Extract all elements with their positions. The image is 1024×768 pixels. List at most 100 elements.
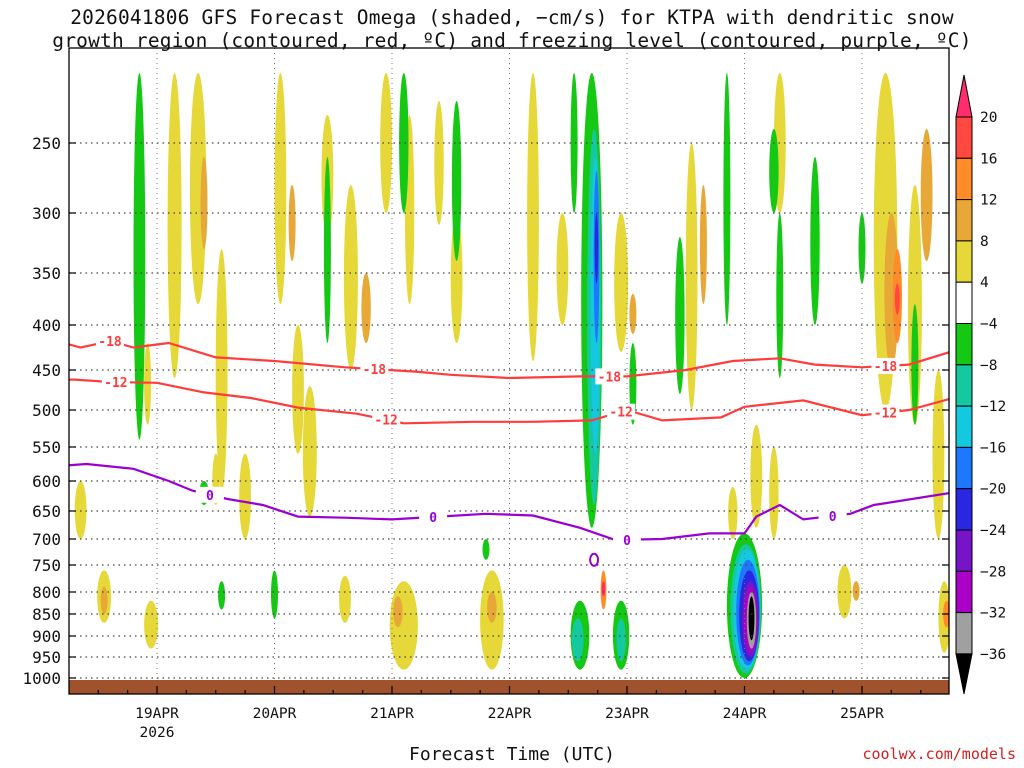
contour-label: 0 bbox=[429, 511, 437, 526]
omega-cell bbox=[144, 600, 159, 649]
contour-label-bg bbox=[101, 374, 130, 391]
omega-cell bbox=[614, 213, 629, 352]
colorbar-label: 20 bbox=[980, 110, 997, 126]
y-tick-label: 300 bbox=[32, 204, 61, 223]
colorbar-segment bbox=[955, 446, 973, 490]
y-tick-label: 250 bbox=[32, 134, 61, 153]
y-tick-label: 1000 bbox=[22, 669, 61, 688]
colorbar-label: 16 bbox=[980, 151, 997, 167]
omega-cell bbox=[239, 453, 252, 539]
y-tick-label: 800 bbox=[32, 583, 61, 602]
contour-label-bg bbox=[613, 531, 641, 548]
colorbar-segment bbox=[955, 405, 973, 448]
x-tick-label: 24APR bbox=[723, 706, 767, 722]
colorbar-segment bbox=[955, 570, 973, 614]
colorbar-label: −32 bbox=[980, 606, 1006, 622]
colorbar-segment bbox=[955, 157, 973, 201]
omega-cell bbox=[215, 249, 228, 493]
contour-label-bg bbox=[419, 508, 448, 525]
omega-cell bbox=[748, 596, 755, 641]
colorbar-label: −36 bbox=[980, 647, 1006, 663]
contour-0 bbox=[69, 462, 949, 542]
omega-cell bbox=[556, 213, 569, 325]
omega-cell bbox=[723, 73, 731, 325]
y-tick-label: 700 bbox=[32, 530, 61, 549]
contour-label-bg bbox=[607, 403, 636, 420]
contour-label: -18 bbox=[874, 360, 898, 375]
contour-label-bg bbox=[871, 357, 900, 374]
omega-cell bbox=[932, 370, 945, 539]
y-tick-label: 900 bbox=[32, 627, 61, 646]
omega-cell bbox=[699, 185, 707, 305]
omega-cell bbox=[594, 213, 599, 284]
chart-title: 2026041806 GFS Forecast Omega (shaded, −… bbox=[0, 6, 1024, 52]
contour-label: -12 bbox=[874, 407, 897, 422]
x-tick-label: 19APR bbox=[135, 706, 179, 722]
omega-cell bbox=[852, 581, 860, 601]
omega-cell bbox=[482, 539, 490, 560]
colorbar-segment bbox=[955, 240, 973, 283]
x-tick-label: 21APR bbox=[370, 706, 414, 722]
y-tick-label: 500 bbox=[32, 401, 61, 420]
colorbar-arrow-bottom bbox=[955, 653, 973, 694]
title-line-1: 2026041806 GFS Forecast Omega (shaded, −… bbox=[70, 6, 954, 29]
contour-label: -12 bbox=[374, 414, 397, 429]
y-tick-label: 750 bbox=[32, 556, 61, 575]
omega-cell bbox=[810, 157, 820, 325]
colorbar-arrow-top bbox=[955, 74, 973, 118]
x-tick-label: 23APR bbox=[605, 706, 649, 722]
x-axis: 19APR 20APR 21APR 22APR 23APR 24APR 25APR 2026 bbox=[97, 686, 922, 741]
omega-cell bbox=[616, 618, 626, 662]
contour-label: -12 bbox=[104, 376, 127, 391]
colorbar-label: −8 bbox=[980, 358, 997, 374]
x-tick-label: 25APR bbox=[840, 706, 884, 722]
omega-cell bbox=[527, 73, 539, 361]
omega-cell bbox=[451, 101, 462, 261]
omega-cell bbox=[144, 343, 152, 425]
contour-0-closed bbox=[589, 552, 600, 567]
omega-shading bbox=[74, 72, 949, 678]
omega-cell bbox=[339, 575, 351, 623]
title-line-2: growth region (contoured, red, ºC) and f… bbox=[52, 29, 972, 52]
colorbar-label: 8 bbox=[980, 234, 989, 250]
omega-cell bbox=[750, 424, 763, 528]
colorbar-label: −4 bbox=[980, 317, 998, 333]
y-tick-label: 400 bbox=[32, 316, 61, 335]
contour-label-bg bbox=[372, 411, 401, 428]
colorbar-segment bbox=[955, 364, 973, 407]
omega-cell bbox=[292, 325, 304, 454]
omega-cell bbox=[601, 581, 606, 597]
omega-cell bbox=[837, 565, 852, 619]
contour-label: 0 bbox=[623, 534, 631, 549]
omega-cell bbox=[274, 73, 287, 305]
y-tick-label: 600 bbox=[32, 472, 61, 491]
colorbar-segment bbox=[955, 116, 973, 159]
omega-cell bbox=[389, 581, 418, 670]
contour-label-bg bbox=[595, 368, 624, 385]
omega-cell bbox=[894, 283, 900, 315]
contour-layer: -18 -18 -18 -18 -12 -12 -12 -12 0 0 0 0 bbox=[69, 333, 949, 567]
colorbar-label: −12 bbox=[980, 399, 1006, 415]
omega-cell bbox=[769, 129, 779, 213]
contour-label: -18 bbox=[598, 370, 622, 385]
y-tick-label: 650 bbox=[32, 502, 61, 521]
y-axis: 250 300 350 400 450 500 550 600 650 700 750 800 850 9… bbox=[22, 134, 949, 688]
omega-cell bbox=[393, 596, 403, 628]
colorbar-label: −24 bbox=[980, 523, 1006, 539]
omega-cell bbox=[487, 592, 497, 623]
omega-cell bbox=[200, 157, 208, 249]
omega-cell bbox=[361, 273, 371, 343]
omega-cell bbox=[434, 101, 444, 225]
grid-lines bbox=[69, 48, 949, 694]
contour-label: -18 bbox=[98, 335, 122, 350]
omega-cell bbox=[167, 73, 182, 378]
colorbar: 20 16 12 8 4 −4 −8 −12 −16 −20 −24 −28 −32 −36 bbox=[955, 74, 1006, 694]
colorbar-segment bbox=[955, 529, 973, 572]
x-tick-label: 20APR bbox=[253, 706, 297, 722]
contour--12 bbox=[69, 378, 949, 425]
colorbar-segment bbox=[955, 199, 973, 242]
contour-label-bg bbox=[871, 404, 900, 421]
contour-label: -18 bbox=[363, 363, 387, 378]
colorbar-label: −16 bbox=[980, 440, 1006, 456]
x-tick-label: 22APR bbox=[488, 706, 532, 722]
